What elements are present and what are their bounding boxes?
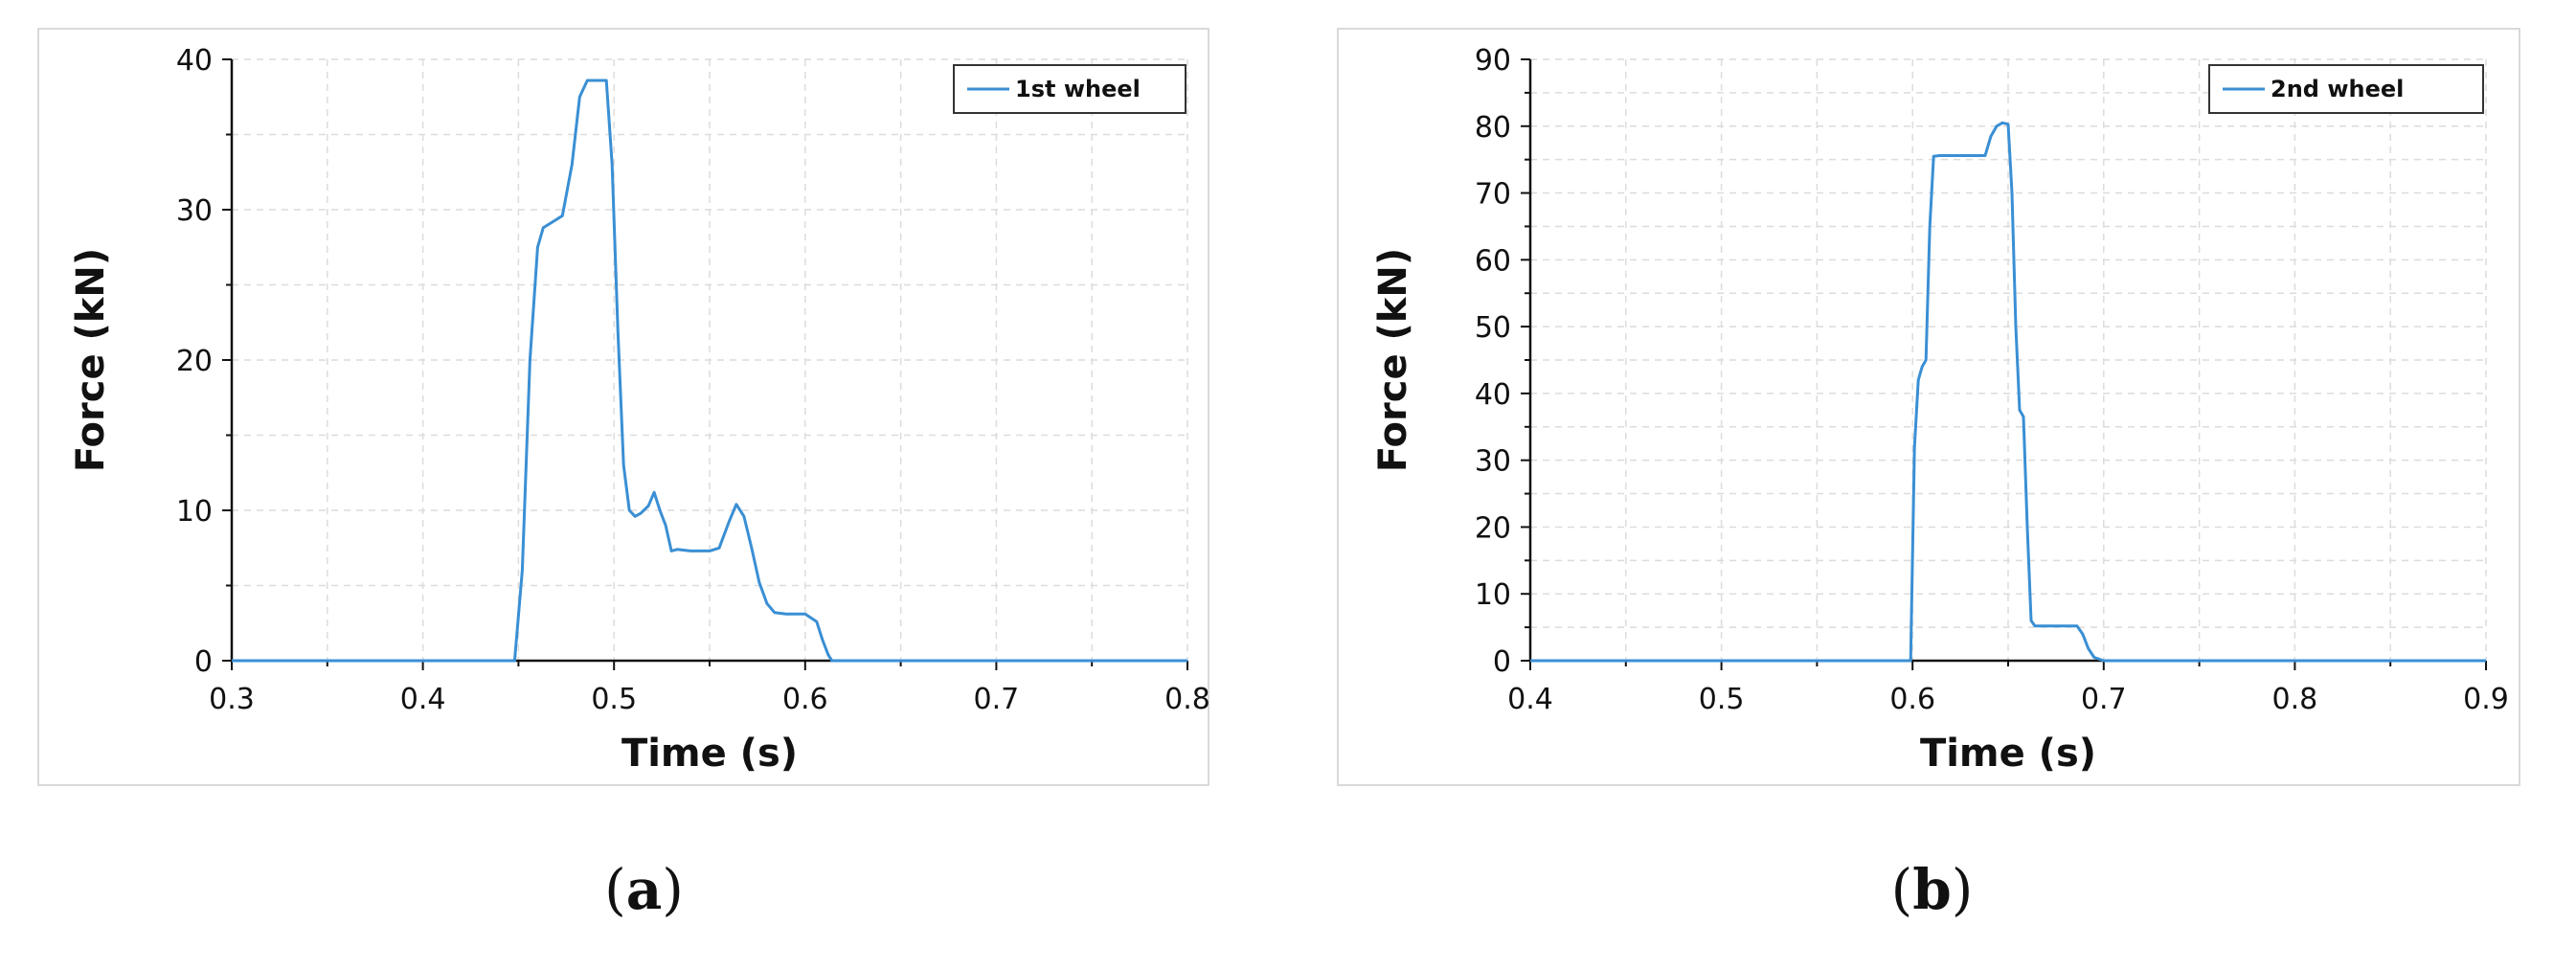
chart-a-x-axis-title: Time (s) xyxy=(621,732,798,776)
chart-b-y-tick-label: 30 xyxy=(1475,445,1511,479)
chart-a-legend: 1st wheel xyxy=(953,64,1186,114)
chart-a-x-tick-label: 0.8 xyxy=(1164,683,1210,716)
chart-b-x-tick-label: 0.7 xyxy=(2081,683,2127,716)
chart-a-x-tick-label: 0.7 xyxy=(974,683,1020,716)
chart-a-x-tick-label: 0.4 xyxy=(400,683,446,716)
chart-b-frame xyxy=(1337,28,2520,786)
chart-b-y-tick-label: 20 xyxy=(1475,511,1511,545)
panel-b: 0.4 0.5 0.6 0.7 0.8 0.9 0 10 20 30 40 50 60 70 80 90 Tim… xyxy=(1288,0,2576,969)
caption-a: (a) xyxy=(604,857,684,922)
chart-b-x-tick-label: 0.8 xyxy=(2272,683,2318,716)
chart-b-legend-label: 2nd wheel xyxy=(2271,76,2404,102)
chart-a-y-tick-label: 30 xyxy=(176,194,213,228)
chart-b-series-line xyxy=(1530,121,2486,663)
chart-a-y-tick-label: 10 xyxy=(176,495,213,529)
chart-a: 0.3 0.4 0.5 0.6 0.7 0.8 0 10 20 30 40 Time (s) Force… xyxy=(37,28,1210,786)
chart-b-y-tick-label: 0 xyxy=(1493,645,1511,679)
chart-b-x-tick-label: 0.6 xyxy=(1889,683,1935,716)
chart-b-y-tick-label: 50 xyxy=(1475,311,1511,345)
chart-a-y-tick-label: 20 xyxy=(176,345,213,378)
chart-a-legend-label: 1st wheel xyxy=(1015,76,1141,102)
chart-b-x-tick-label: 0.5 xyxy=(1699,683,1745,716)
chart-a-x-tick-label: 0.5 xyxy=(591,683,637,716)
chart-b-y-tick-label: 60 xyxy=(1475,244,1511,278)
chart-a-x-tick-label: 0.3 xyxy=(209,683,255,716)
chart-b-y-axis-title: Force (kN) xyxy=(1371,248,1415,472)
panel-a: 0.3 0.4 0.5 0.6 0.7 0.8 0 10 20 30 40 Time (s) Force… xyxy=(37,28,1210,922)
chart-a-y-tick-label: 0 xyxy=(194,645,213,679)
chart-b-y-tick-label: 40 xyxy=(1475,378,1511,412)
caption-a-label: a xyxy=(625,857,663,922)
chart-b-x-axis-title: Time (s) xyxy=(1920,732,2096,776)
chart-a-y-axis-title: Force (kN) xyxy=(69,248,113,472)
chart-a-y-tick-label: 40 xyxy=(176,44,213,78)
chart-b-y-tick-label: 10 xyxy=(1475,578,1511,612)
chart-b-x-tick-label: 0.4 xyxy=(1507,683,1553,716)
caption-b: (b) xyxy=(1890,857,1974,922)
chart-b-x-tick-label: 0.9 xyxy=(2463,683,2509,716)
chart-b-y-tick-label: 80 xyxy=(1475,111,1511,145)
chart-b: 0.4 0.5 0.6 0.7 0.8 0.9 0 10 20 30 40 50 60 70 80 90 Tim… xyxy=(1337,28,2520,786)
chart-b-y-tick-label: 70 xyxy=(1475,178,1511,212)
chart-a-frame xyxy=(37,28,1209,786)
chart-b-y-tick-label: 90 xyxy=(1475,44,1511,78)
chart-a-series-line xyxy=(232,79,1187,663)
chart-b-legend: 2nd wheel xyxy=(2208,64,2484,114)
chart-a-x-tick-label: 0.6 xyxy=(782,683,828,716)
caption-b-label: b xyxy=(1912,857,1952,922)
